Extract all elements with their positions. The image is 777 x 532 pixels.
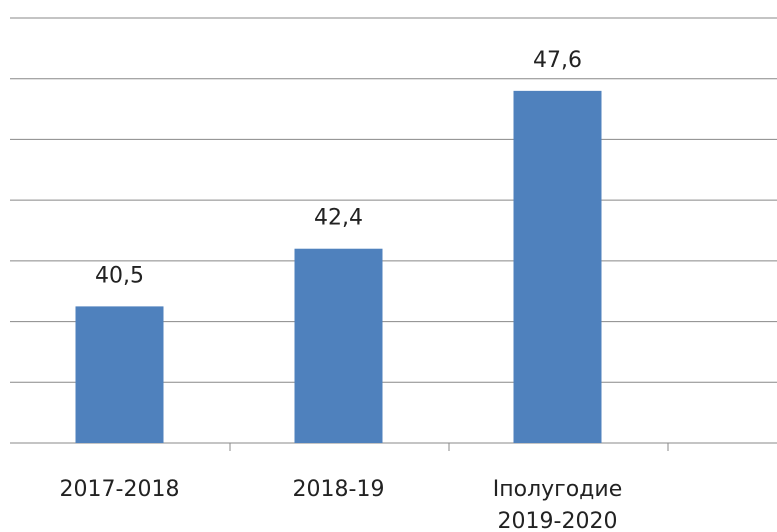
bar <box>513 90 602 443</box>
x-tick-label: 2017-2018 <box>59 477 180 502</box>
data-label: 42,4 <box>314 206 363 231</box>
x-tick-label: Iполугодие 2019-2020 <box>492 477 623 532</box>
bar <box>294 248 383 443</box>
x-tick-label: 2018-19 <box>292 477 385 502</box>
data-label: 47,6 <box>533 48 582 73</box>
bar <box>75 306 164 443</box>
data-label: 40,5 <box>95 263 144 288</box>
